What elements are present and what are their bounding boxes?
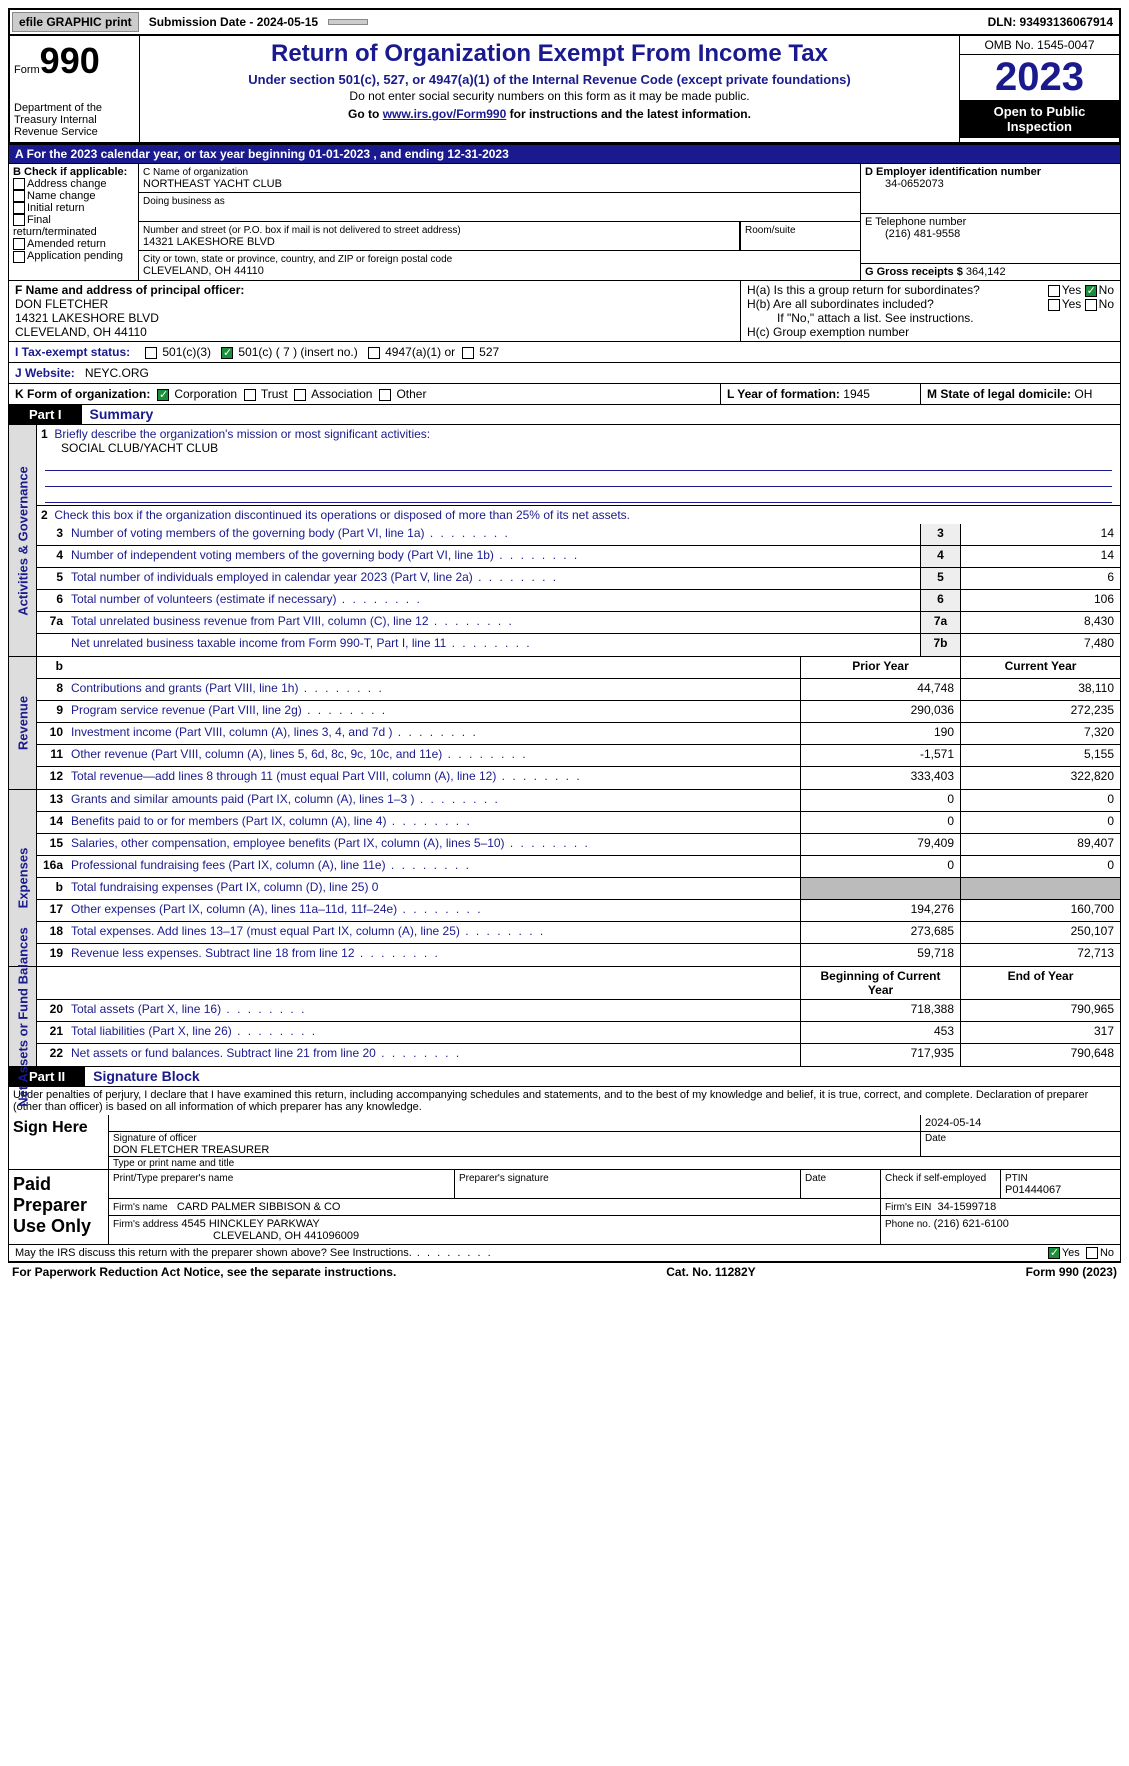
firm-name: CARD PALMER SIBBISON & CO (177, 1201, 341, 1213)
open-inspection: Open to Public Inspection (960, 100, 1119, 138)
omb-number: OMB No. 1545-0047 (960, 36, 1119, 55)
perjury-text: Under penalties of perjury, I declare th… (8, 1087, 1121, 1115)
box-b-label: B Check if applicable: (13, 166, 127, 178)
footer: For Paperwork Reduction Act Notice, see … (8, 1262, 1121, 1281)
vtab-net: Net Assets or Fund Balances (15, 927, 30, 1106)
officer-name: DON FLETCHER (15, 297, 108, 311)
firm-ein: 34-1599718 (937, 1201, 996, 1213)
sign-here-label: Sign Here (9, 1115, 109, 1169)
tax-year: 2023 (960, 55, 1119, 100)
form-number: 990 (40, 40, 100, 81)
year-formed: 1945 (843, 387, 870, 401)
form-instructions: Go to www.irs.gov/Form990 for instructio… (148, 107, 951, 121)
org-name: NORTHEAST YACHT CLUB (143, 178, 282, 190)
vtab-exp: Expenses (15, 848, 30, 909)
city-state-zip: CLEVELAND, OH 44110 (143, 265, 264, 277)
cb-assoc[interactable] (294, 389, 306, 401)
spacer-button (328, 19, 368, 25)
website: NEYC.ORG (85, 366, 149, 380)
cb-amended[interactable] (13, 238, 25, 250)
officer-sig: DON FLETCHER TREASURER (113, 1144, 269, 1156)
section-fh: F Name and address of principal officer:… (8, 281, 1121, 342)
domicile: OH (1074, 387, 1092, 401)
paperwork-notice: For Paperwork Reduction Act Notice, see … (12, 1265, 396, 1279)
vtab-gov: Activities & Governance (15, 466, 30, 616)
cb-discuss-yes[interactable] (1048, 1247, 1060, 1259)
line-a: A For the 2023 calendar year, or tax yea… (8, 144, 1121, 164)
section-bcd: B Check if applicable: Address change Na… (8, 164, 1121, 281)
firm-phone: (216) 621-6100 (934, 1218, 1009, 1230)
vtab-rev: Revenue (15, 696, 30, 750)
ptin: P01444067 (1005, 1184, 1061, 1196)
irs-link[interactable]: www.irs.gov/Form990 (383, 107, 507, 121)
section-netassets: Net Assets or Fund Balances Beginning of… (8, 967, 1121, 1067)
street-address: 14321 LAKESHORE BLVD (143, 236, 275, 248)
cb-4947[interactable] (368, 347, 380, 359)
cb-other[interactable] (379, 389, 391, 401)
mission: SOCIAL CLUB/YACHT CLUB (41, 441, 218, 455)
cb-corp[interactable] (157, 389, 169, 401)
dln: DLN: 93493136067914 (988, 15, 1117, 29)
part1-bar: Part I (9, 405, 82, 424)
cb-pending[interactable] (13, 251, 25, 263)
form-title: Return of Organization Exempt From Incom… (148, 40, 951, 68)
gross-receipts: 364,142 (966, 266, 1006, 278)
form-header: Form990 Department of the Treasury Inter… (8, 36, 1121, 144)
cb-address-change[interactable] (13, 178, 25, 190)
form-label: Form (14, 64, 40, 76)
cb-discuss-no[interactable] (1086, 1247, 1098, 1259)
cb-501c[interactable] (221, 347, 233, 359)
section-expenses: Expenses 13Grants and similar amounts pa… (8, 790, 1121, 967)
cat-no: Cat. No. 11282Y (666, 1265, 755, 1279)
cb-initial-return[interactable] (13, 202, 25, 214)
paid-prep-label: Paid Preparer Use Only (9, 1170, 109, 1244)
cb-name-change[interactable] (13, 190, 25, 202)
ein: 34-0652073 (865, 178, 944, 190)
cb-527[interactable] (462, 347, 474, 359)
section-governance: Activities & Governance 1 Briefly descri… (8, 425, 1121, 657)
signature-block: Sign Here 2024-05-14 Signature of office… (8, 1115, 1121, 1262)
part2-title: Signature Block (85, 1068, 200, 1084)
cb-hb-yes[interactable] (1048, 299, 1060, 311)
firm-addr: 4545 HINCKLEY PARKWAY (181, 1218, 319, 1230)
form-ref: Form 990 (2023) (1026, 1265, 1117, 1279)
phone: (216) 481-9558 (865, 228, 960, 240)
cb-501c3[interactable] (145, 347, 157, 359)
cb-ha-no[interactable] (1085, 285, 1097, 297)
section-revenue: Revenue bPrior YearCurrent Year 8Contrib… (8, 657, 1121, 790)
form-subtitle: Under section 501(c), 527, or 4947(a)(1)… (148, 72, 951, 87)
efile-button[interactable]: efile GRAPHIC print (12, 12, 139, 32)
sig-date: 2024-05-14 (925, 1117, 981, 1129)
cb-trust[interactable] (244, 389, 256, 401)
dept-label: Department of the Treasury Internal Reve… (14, 102, 135, 138)
part1-title: Summary (82, 406, 154, 422)
topbar: efile GRAPHIC print Submission Date - 20… (8, 8, 1121, 36)
cb-final-return[interactable] (13, 214, 25, 226)
submission-date: Submission Date - 2024-05-15 (143, 13, 324, 31)
form-note: Do not enter social security numbers on … (148, 89, 951, 103)
cb-hb-no[interactable] (1085, 299, 1097, 311)
cb-ha-yes[interactable] (1048, 285, 1060, 297)
